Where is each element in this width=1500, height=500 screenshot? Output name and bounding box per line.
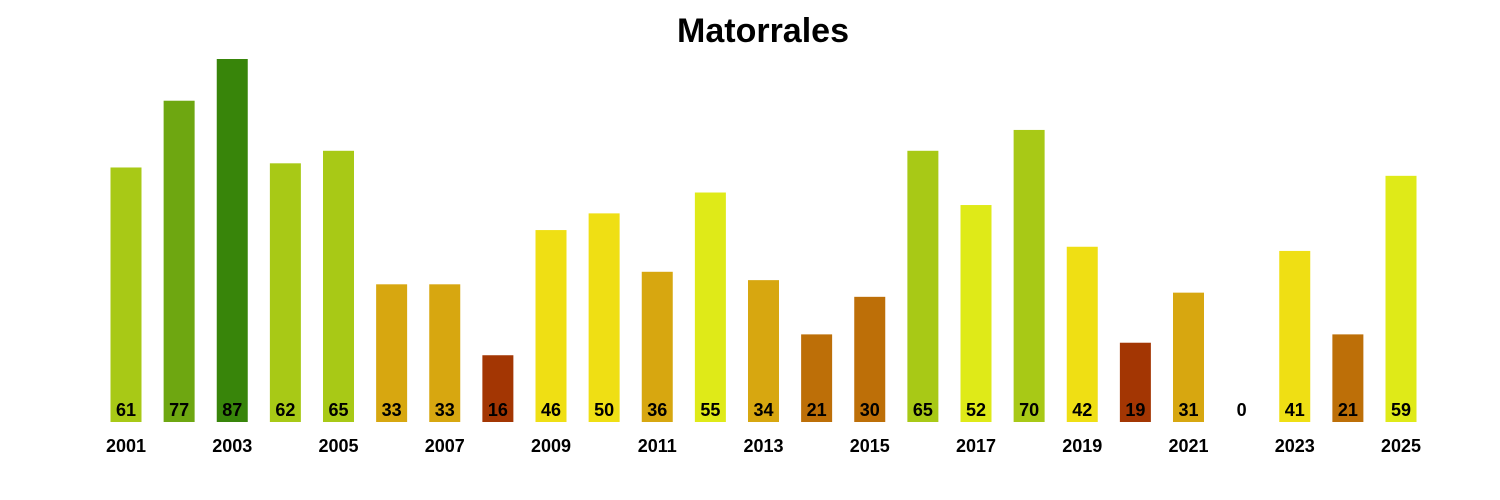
bar-2002 — [163, 100, 195, 423]
data-label-2003: 87 — [222, 400, 242, 420]
bar-2020 — [1119, 342, 1151, 422]
data-label-2009: 46 — [541, 400, 561, 420]
bar-2013 — [748, 280, 779, 422]
x-tick-label-2011: 2011 — [638, 436, 677, 456]
bar-2006 — [376, 284, 408, 422]
x-tick-label-2003: 2003 — [212, 436, 252, 456]
bar-2009 — [535, 230, 567, 422]
bar-2010 — [588, 213, 620, 422]
data-label-2001: 61 — [116, 400, 136, 420]
data-label-2024: 21 — [1338, 400, 1358, 420]
x-tick-label-2023: 2023 — [1275, 436, 1315, 456]
x-tick-label-2015: 2015 — [850, 436, 890, 456]
bar-2012 — [694, 192, 726, 422]
data-label-2016: 65 — [913, 400, 933, 420]
bar-2017 — [960, 205, 992, 422]
data-label-2008: 16 — [488, 400, 508, 420]
chart-title: Matorrales — [677, 12, 849, 50]
x-tick-label-2021: 2021 — [1168, 436, 1208, 456]
data-label-2015: 30 — [860, 400, 880, 420]
data-label-2014: 21 — [807, 400, 827, 420]
x-tick-label-2019: 2019 — [1062, 436, 1102, 456]
x-tick-label-2017: 2017 — [956, 436, 996, 456]
data-label-2010: 50 — [594, 400, 614, 420]
bar-2023 — [1279, 250, 1311, 422]
data-label-2013: 34 — [753, 400, 773, 420]
data-label-2005: 65 — [328, 400, 348, 420]
x-tick-label-2009: 2009 — [531, 436, 571, 456]
data-label-2021: 31 — [1178, 400, 1198, 420]
bar-2007 — [429, 284, 461, 422]
data-label-2025: 59 — [1391, 400, 1411, 420]
x-tick-label-2013: 2013 — [743, 436, 783, 456]
bar-2025 — [1385, 175, 1417, 422]
data-label-2006: 33 — [382, 400, 402, 420]
data-label-2011: 36 — [647, 400, 667, 420]
bar-2014 — [801, 334, 833, 422]
data-label-2017: 52 — [966, 400, 986, 420]
bar-2008 — [482, 355, 514, 422]
data-label-2012: 55 — [700, 400, 720, 420]
x-tick-label-2001: 2001 — [106, 436, 146, 456]
data-label-2019: 42 — [1072, 400, 1092, 420]
bar-2024 — [1332, 334, 1364, 422]
bar-2003 — [216, 59, 248, 422]
data-label-2004: 62 — [275, 400, 295, 420]
x-tick-label-2007: 2007 — [425, 436, 465, 456]
bar-2019 — [1066, 246, 1098, 422]
data-label-2020: 19 — [1125, 400, 1145, 420]
data-label-2002: 77 — [169, 400, 189, 420]
bar-2021 — [1173, 292, 1204, 422]
bar-2015 — [854, 296, 886, 422]
bar-2018 — [1013, 129, 1045, 422]
bar-2016 — [907, 150, 939, 423]
bar-2001 — [110, 167, 142, 422]
data-label-2022: 0 — [1237, 400, 1247, 420]
data-label-2007: 33 — [435, 400, 455, 420]
bar-2005 — [323, 150, 354, 423]
data-label-2018: 70 — [1019, 400, 1039, 420]
bar-2011 — [641, 271, 673, 422]
data-label-2023: 41 — [1285, 400, 1305, 420]
bar-2004 — [269, 163, 301, 422]
x-tick-label-2005: 2005 — [318, 436, 358, 456]
x-tick-label-2025: 2025 — [1381, 436, 1421, 456]
